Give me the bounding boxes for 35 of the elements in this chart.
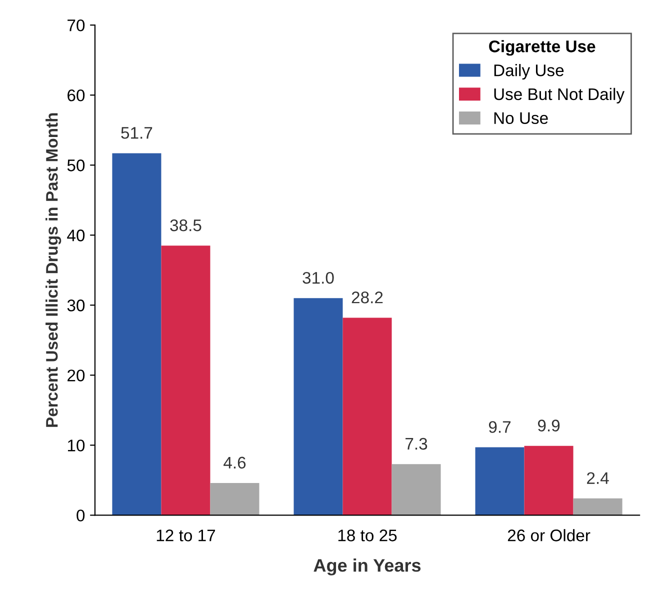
data-label: 38.5: [170, 219, 202, 232]
y-tick-label: 60: [68, 89, 85, 102]
data-label: 4.6: [224, 456, 246, 469]
bar: [210, 483, 260, 516]
x-axis-title: Age in Years: [314, 558, 421, 576]
legend-label: No Use: [494, 112, 548, 124]
y-tick-label: 20: [68, 370, 85, 382]
y-tick-label: 0: [76, 510, 85, 522]
y-axis-title: Percent Used Illicit Drugs in Past Month: [46, 113, 62, 427]
x-tick-label: 18 to 25: [338, 530, 397, 542]
legend-title: Cigarette Use: [489, 40, 596, 56]
data-label: 28.2: [352, 292, 383, 304]
x-tick-label: 26 or Older: [508, 529, 590, 542]
bar: [161, 246, 210, 516]
bar: [475, 447, 524, 516]
y-tick-label: 10: [68, 440, 85, 452]
data-label: 31.0: [302, 272, 334, 284]
bar: [294, 298, 343, 516]
data-label: 2.4: [587, 472, 609, 484]
data-label: 7.3: [406, 438, 428, 450]
bar: [112, 153, 162, 516]
bar: [342, 318, 392, 516]
y-tick-label: 40: [67, 230, 85, 242]
data-label: 51.7: [121, 127, 152, 139]
bar: [573, 498, 622, 516]
y-tick-label: 70: [68, 19, 85, 32]
legend-label: Daily Use: [494, 64, 564, 80]
data-label: 9.9: [538, 420, 560, 432]
y-tick-label: 50: [67, 160, 85, 172]
y-tick-label: 30: [67, 300, 85, 312]
bar: [524, 446, 574, 516]
bar: [392, 464, 441, 516]
legend-label: Use But Not Daily: [494, 88, 625, 104]
x-tick-label: 12 to 17: [156, 530, 216, 542]
data-label: 9.7: [488, 421, 511, 433]
